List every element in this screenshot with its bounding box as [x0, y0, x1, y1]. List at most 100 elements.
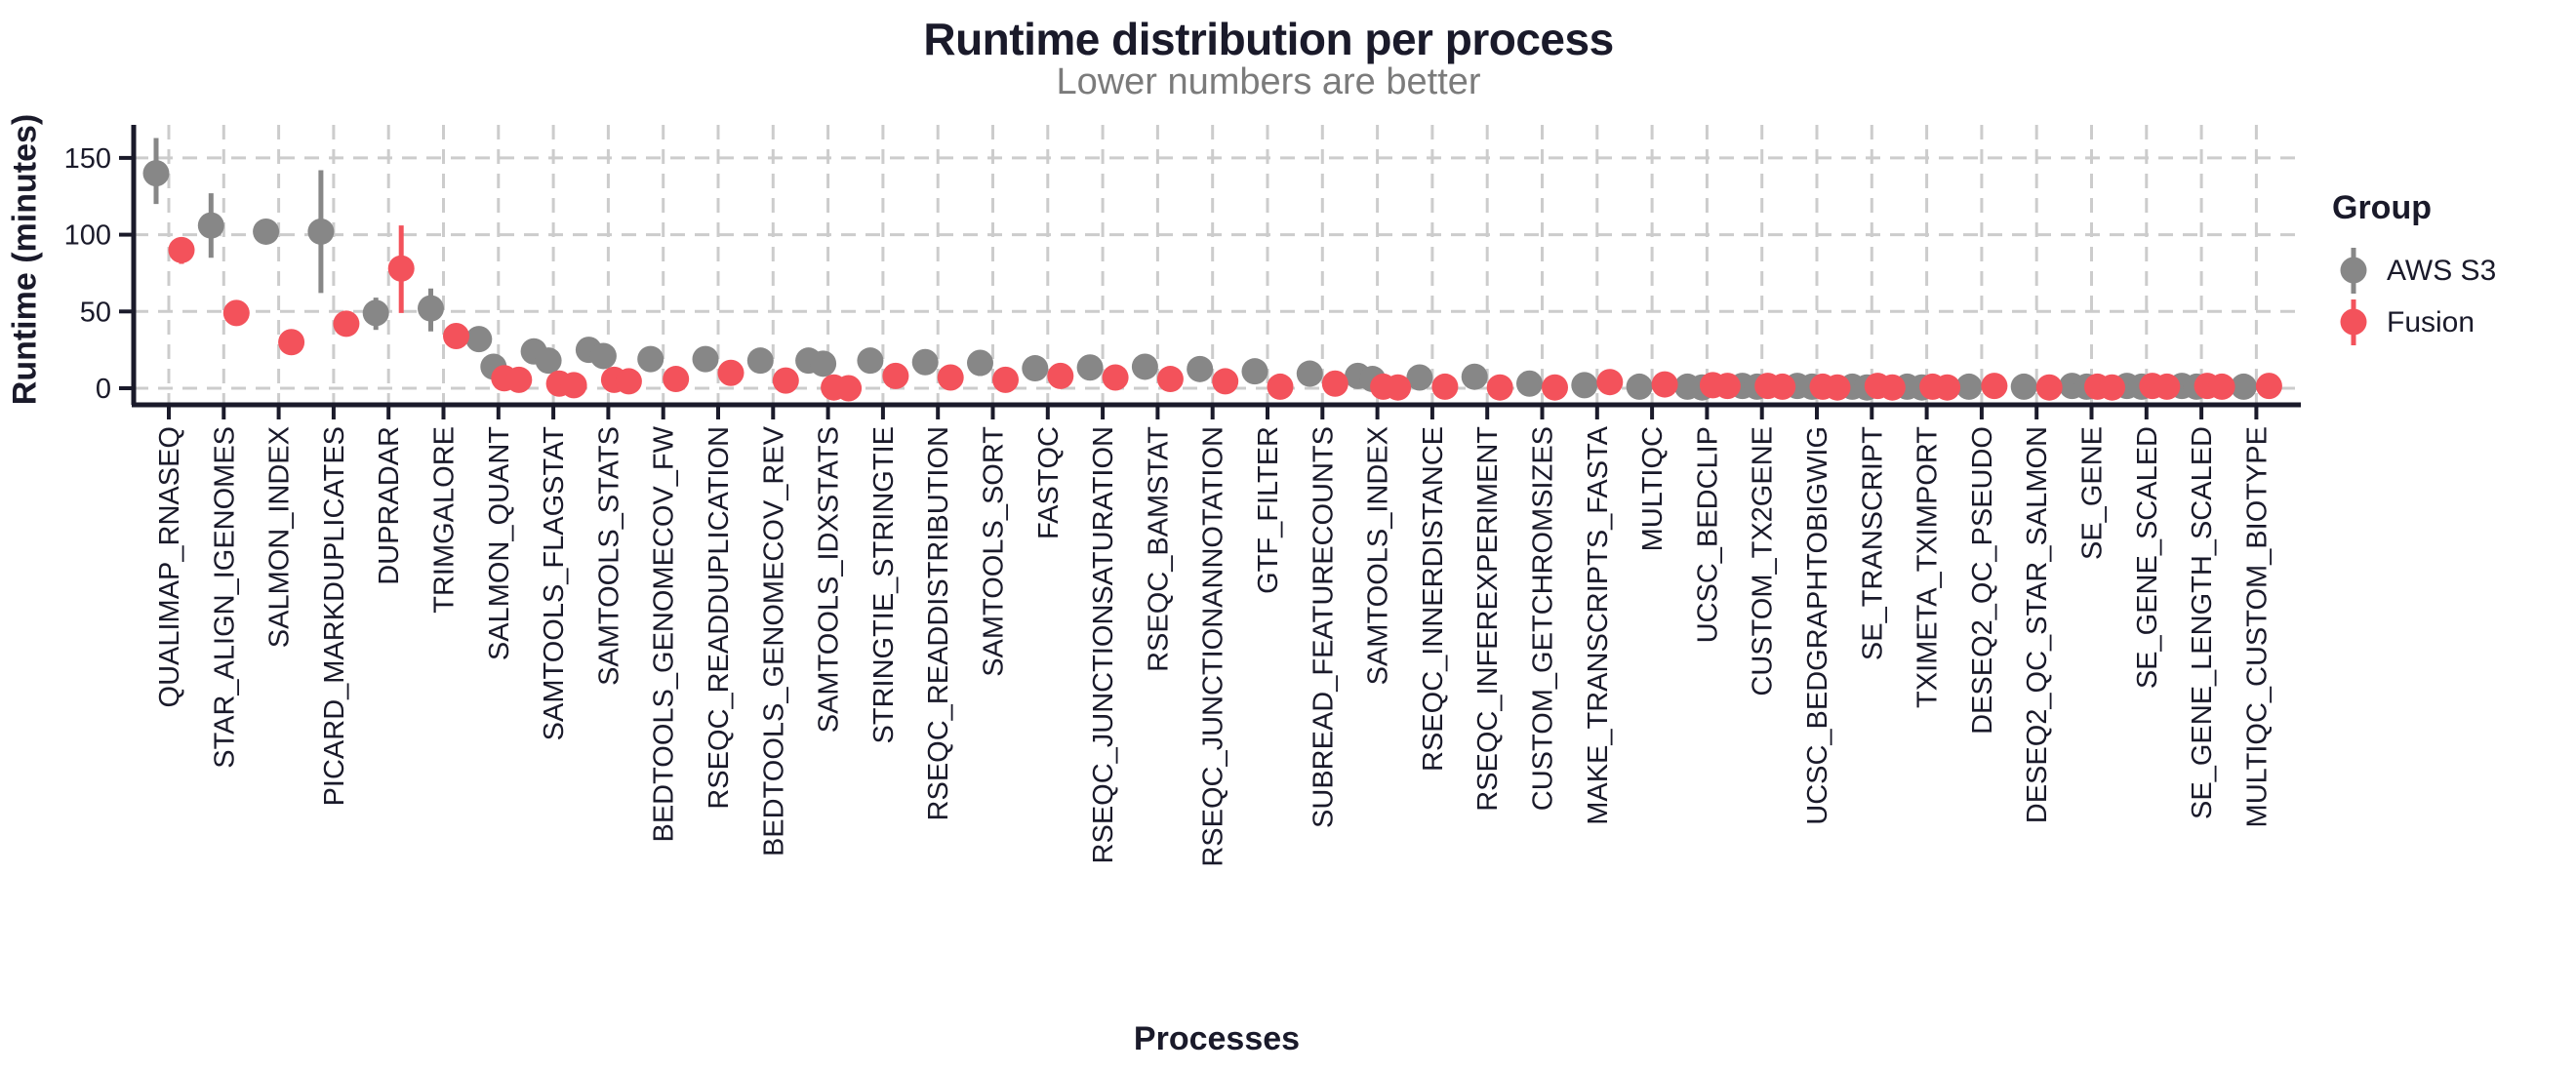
data-point-fusion	[2153, 373, 2181, 400]
x-tick-label: DUPRADAR	[374, 426, 405, 585]
data-point-fusion	[443, 322, 469, 349]
x-tick-label: RSEQC_JUNCTIONANNOTATION	[1198, 426, 1229, 867]
data-point-aws-s3	[857, 347, 884, 375]
x-tick-label: CUSTOM_GETCHROMSIZES	[1528, 426, 1559, 811]
data-point-fusion	[1651, 371, 1678, 398]
legend-item-aws-s3: AWS S3	[2332, 245, 2496, 297]
data-point-aws-s3	[1187, 355, 1214, 382]
horizontal-gridlines	[134, 156, 2301, 390]
x-tick-label: STAR_ALIGN_IGENOMES	[209, 426, 240, 769]
x-tick-label: SALMON_INDEX	[264, 426, 296, 648]
data-point-fusion	[992, 366, 1019, 393]
x-tick-label: SE_GENE_LENGTH_SCALED	[2187, 426, 2218, 819]
data-point-aws-s3	[1571, 372, 1598, 399]
data-point-aws-s3	[1955, 373, 1983, 400]
x-tick-label: CUSTOM_TX2GENE	[1748, 426, 1779, 696]
data-point-aws-s3	[362, 299, 389, 327]
data-point-fusion	[1047, 362, 1074, 389]
data-point-aws-s3	[418, 295, 444, 322]
y-tick-label: 50	[80, 297, 111, 328]
data-point-fusion	[278, 329, 305, 356]
data-point-fusion	[1321, 370, 1348, 397]
x-tick-label: SE_GENE	[2077, 426, 2109, 560]
data-point-aws-s3	[1241, 358, 1268, 385]
x-tick-label: RSEQC_BAMSTAT	[1143, 426, 1174, 672]
x-tick-label: RSEQC_READDISTRIBUTION	[923, 426, 954, 820]
series-aws-s3	[142, 138, 2257, 401]
data-point-fusion	[1934, 374, 1961, 401]
data-point-fusion	[1385, 374, 1412, 401]
x-tick-label: SAMTOOLS_INDEX	[1363, 426, 1394, 685]
data-point-fusion	[1212, 368, 1239, 395]
legend-title: Group	[2332, 189, 2432, 226]
data-point-fusion	[1267, 373, 1294, 400]
x-tick-label: SE_GENE_SCALED	[2132, 426, 2163, 689]
data-point-aws-s3	[589, 342, 617, 370]
y-axis-title: Runtime (minutes)	[6, 113, 44, 406]
x-axis-ticks: QUALIMAP_RNASEQ STAR_ALIGN_IGENOMES SALMON…	[154, 405, 2273, 867]
x-tick-label: DESEQ2_QC_PSEUDO	[1967, 426, 1998, 735]
data-point-aws-s3	[1131, 353, 1158, 380]
data-point-aws-s3	[692, 345, 719, 373]
x-tick-label: SUBREAD_FEATURECOUNTS	[1308, 426, 1339, 828]
data-point-aws-s3	[465, 326, 493, 353]
x-tick-label: QUALIMAP_RNASEQ	[154, 426, 185, 707]
pointrange-glyph-fusion	[2340, 299, 2367, 345]
chart-title: Runtime distribution per process	[923, 14, 1614, 64]
data-point-fusion	[1878, 374, 1906, 401]
x-tick-label: SAMTOOLS_FLAGSTAT	[539, 426, 570, 741]
x-tick-label: SAMTOOLS_IDXSTATS	[814, 426, 845, 733]
data-point-fusion	[333, 310, 360, 338]
x-tick-label: SAMTOOLS_STATS	[593, 426, 624, 686]
data-point-fusion	[1596, 369, 1624, 396]
data-point-fusion	[1981, 373, 2008, 400]
x-tick-label: TXIMETA_TXIMPORT	[1912, 426, 1944, 708]
data-point-aws-s3	[1626, 373, 1653, 400]
data-point-fusion	[222, 299, 250, 327]
data-point-fusion	[1156, 366, 1184, 393]
legend-label-aws-s3: AWS S3	[2387, 254, 2497, 287]
x-tick-label: FASTQC	[1033, 426, 1065, 539]
data-point-fusion	[835, 375, 863, 402]
data-point-aws-s3	[1296, 360, 1323, 387]
chart-subtitle: Lower numbers are better	[1056, 61, 1481, 102]
x-tick-label: SE_TRANSCRIPT	[1857, 426, 1888, 660]
x-tick-label: RSEQC_INNERDISTANCE	[1418, 426, 1449, 772]
data-point-fusion	[882, 362, 909, 389]
data-point-aws-s3	[746, 347, 774, 375]
x-tick-label: MAKE_TRANSCRIPTS_FASTA	[1583, 425, 1614, 824]
x-tick-label: PICARD_MARKDUPLICATES	[319, 426, 350, 806]
x-tick-label: MULTIQC_CUSTOM_BIOTYPE	[2241, 426, 2273, 827]
data-point-fusion	[2035, 374, 2063, 401]
y-tick-label: 100	[64, 220, 111, 252]
x-tick-label: RSEQC_JUNCTIONSATURATION	[1088, 426, 1119, 863]
data-point-aws-s3	[1022, 355, 1049, 382]
y-axis-ticks: 0 50 100 150	[64, 143, 134, 405]
data-point-fusion	[1431, 373, 1459, 400]
data-point-aws-s3	[535, 347, 562, 375]
legend-point	[2340, 257, 2367, 284]
x-tick-label: GTF_FILTER	[1253, 426, 1284, 594]
data-point-aws-s3	[911, 348, 939, 376]
data-point-aws-s3	[810, 350, 837, 378]
data-point-fusion	[1542, 374, 1568, 401]
x-tick-label: BEDTOOLS_GENOMECOV_FW	[649, 425, 680, 842]
data-point-fusion	[168, 236, 195, 263]
data-point-aws-s3	[2230, 373, 2257, 400]
data-point-fusion	[615, 368, 642, 395]
data-point-fusion	[772, 367, 799, 394]
legend-item-fusion: Fusion	[2332, 297, 2496, 348]
data-point-fusion	[2255, 373, 2282, 400]
x-tick-label: DESEQ2_QC_STAR_SALMON	[2022, 426, 2053, 823]
x-axis-title: Processes	[1133, 1020, 1301, 1057]
data-point-fusion	[1769, 373, 1796, 400]
data-point-fusion	[505, 366, 533, 393]
data-point-fusion	[1824, 374, 1851, 401]
data-point-aws-s3	[197, 212, 224, 239]
data-point-aws-s3	[1461, 363, 1488, 390]
y-tick-label: 0	[96, 374, 111, 405]
data-point-fusion	[663, 366, 690, 393]
x-tick-label: UCSC_BEDCLIP	[1692, 426, 1723, 643]
